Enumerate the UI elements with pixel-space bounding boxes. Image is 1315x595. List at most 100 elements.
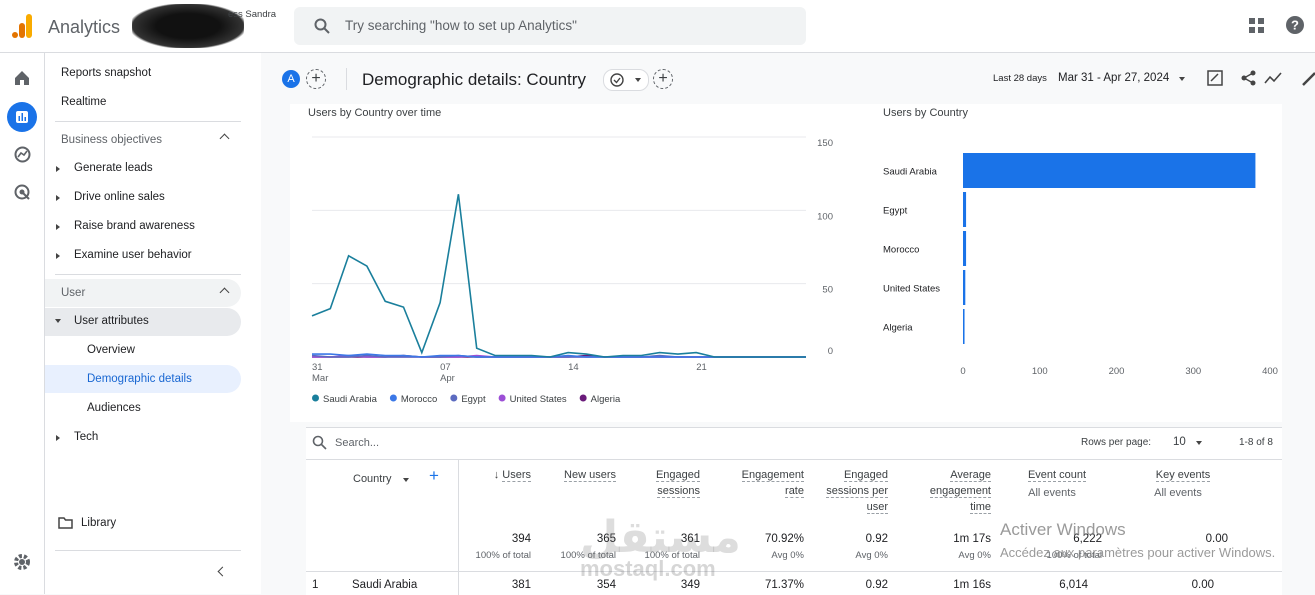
y-tick-label: 0 [828, 346, 833, 357]
svg-text:?: ? [1291, 18, 1299, 33]
expand-icon[interactable] [56, 195, 60, 201]
expand-icon[interactable] [56, 253, 60, 259]
column-header-text[interactable]: New users [564, 469, 616, 482]
explore-icon[interactable] [14, 146, 31, 163]
nav-item[interactable]: Raise brand awareness [74, 220, 195, 232]
add-button[interactable]: + [653, 69, 673, 89]
search-icon [312, 435, 327, 450]
row-value: 1m 16s [953, 579, 991, 591]
nav-item[interactable]: Examine user behavior [74, 249, 192, 261]
column-header[interactable]: Engaged sessions [640, 467, 700, 499]
dropdown-icon[interactable] [1179, 77, 1185, 81]
divider [346, 68, 347, 90]
section-title[interactable]: Business objectives [61, 134, 162, 146]
nav-item[interactable]: Generate leads [74, 162, 153, 174]
page-title: Demographic details: Country [362, 70, 586, 89]
rows-per-page-label: Rows per page: [1081, 437, 1152, 448]
total-value: 6,222 [1073, 533, 1102, 545]
advertising-icon[interactable] [14, 184, 31, 201]
left-rail [0, 53, 45, 594]
row-value: 0.92 [865, 579, 888, 591]
top-bar: Analytics ess Sandra Try searching "how … [0, 0, 1315, 53]
legend-label: Egypt [461, 394, 486, 405]
column-divider [458, 459, 459, 595]
column-header[interactable]: Event count [1012, 467, 1102, 483]
nav-item[interactable]: Audiences [87, 402, 141, 414]
add-comparison[interactable]: + [306, 69, 326, 89]
column-header[interactable]: Average engagement time [919, 467, 991, 515]
x-tick-label: 300 [1185, 366, 1201, 377]
expanded-icon[interactable] [55, 319, 61, 323]
dimension-header[interactable]: Country [353, 473, 392, 485]
column-header-text[interactable]: Users [502, 469, 531, 482]
column-subheader[interactable]: All events [1028, 487, 1076, 499]
nav-item[interactable]: Drive online sales [74, 191, 165, 203]
table-search[interactable]: Search... [335, 437, 380, 449]
search-box[interactable]: Try searching "how to set up Analytics" [294, 7, 806, 45]
nav-item[interactable]: Overview [87, 344, 135, 356]
y-tick-label: Egypt [883, 206, 908, 217]
total-value: 394 [511, 533, 531, 545]
nav-item[interactable]: User attributes [74, 315, 149, 327]
help-icon[interactable]: ? [1286, 16, 1304, 34]
settings-icon[interactable] [13, 553, 31, 571]
column-header-text[interactable]: Average engagement time [929, 469, 991, 514]
column-header[interactable]: New users [556, 467, 616, 483]
account: ess Sandra [228, 9, 277, 20]
nav-item[interactable]: Reports snapshot [61, 67, 152, 79]
x-tick-label: 07 Apr [440, 362, 455, 384]
column-header-text[interactable]: Engaged sessions per user [826, 469, 888, 514]
add-dimension[interactable]: + [429, 466, 439, 485]
toolbar-icons[interactable] [1207, 69, 1315, 87]
column-header[interactable]: ↓ Users [471, 467, 531, 483]
nav-item[interactable]: Library [81, 517, 117, 529]
sidebar: Reports snapshot Realtime Business objec… [45, 53, 261, 594]
x-tick-label: 21 [696, 362, 707, 373]
column-header[interactable]: Engaged sessions per user [826, 467, 888, 515]
nav-item[interactable]: Realtime [61, 96, 107, 108]
section-title[interactable]: User [61, 287, 86, 299]
expand-icon[interactable] [56, 224, 60, 230]
divider [306, 459, 1282, 460]
status-chip[interactable] [603, 69, 649, 91]
row-value: 0.00 [1191, 579, 1214, 591]
avatar[interactable]: A [282, 70, 300, 88]
sort-icon[interactable]: ↓ [493, 469, 503, 481]
column-header[interactable]: Key events [1138, 467, 1228, 483]
expand-icon[interactable] [56, 435, 60, 441]
legend-swatch [389, 394, 397, 402]
column-header-text[interactable]: Key events [1155, 469, 1211, 482]
total-note: 100% of total [560, 550, 616, 561]
nav-item[interactable]: Tech [74, 431, 99, 443]
divider [55, 121, 241, 122]
home-icon[interactable] [14, 70, 30, 86]
y-tick-label: Algeria [883, 323, 913, 334]
column-header[interactable]: Engagement rate [734, 467, 804, 499]
search-icon [314, 18, 330, 34]
dropdown-icon[interactable] [1196, 441, 1202, 445]
date-range[interactable]: Mar 31 - Apr 27, 2024 [1058, 72, 1170, 84]
column-header-text[interactable]: Engagement rate [741, 469, 804, 498]
apps-icon[interactable] [1249, 18, 1265, 34]
total-note: Avg 0% [958, 550, 991, 561]
divider [306, 571, 1282, 572]
column-header-text[interactable]: Engaged sessions [655, 469, 700, 498]
column-subheader[interactable]: All events [1154, 487, 1202, 499]
reports-icon[interactable] [7, 102, 37, 132]
row-value: 71.37% [764, 579, 804, 591]
total-note: 100% of total [644, 550, 700, 561]
column-header-text[interactable]: Event count [1027, 469, 1087, 482]
expand-icon[interactable] [56, 166, 60, 172]
legend-label: Saudi Arabia [323, 394, 378, 405]
row-dimension: Saudi Arabia [352, 579, 418, 591]
nav-item-active[interactable]: Demographic details [87, 373, 192, 385]
row-value: 354 [596, 579, 616, 591]
rows-per-page[interactable]: 10 [1173, 436, 1186, 448]
divider [55, 550, 241, 551]
watermark-site: mostaql.com [580, 556, 716, 581]
divider [55, 274, 241, 275]
total-note: Avg 0% [855, 550, 888, 561]
dropdown-icon[interactable] [403, 478, 409, 482]
